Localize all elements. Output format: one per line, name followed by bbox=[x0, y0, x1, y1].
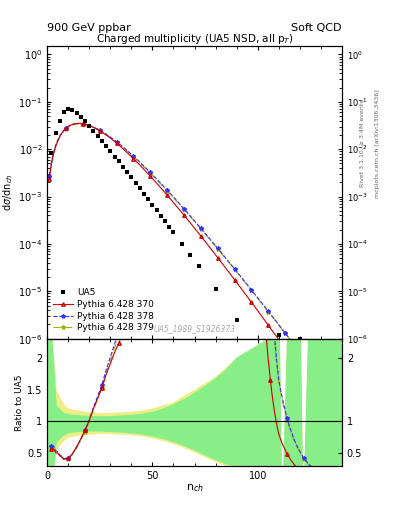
Legend: UA5, Pythia 6.428 370, Pythia 6.428 378, Pythia 6.428 379: UA5, Pythia 6.428 370, Pythia 6.428 378,… bbox=[50, 285, 158, 336]
UA5 bbox=[125, 169, 130, 175]
Line: Pythia 6.428 378: Pythia 6.428 378 bbox=[47, 121, 323, 381]
Pythia 6.428 370 bbox=[165, 192, 169, 198]
Text: Rivet 3.1.10, ≥ 3.4M events: Rivet 3.1.10, ≥ 3.4M events bbox=[360, 99, 365, 187]
Pythia 6.428 370 bbox=[76, 120, 81, 126]
UA5 bbox=[79, 114, 83, 120]
Pythia 6.428 370 bbox=[47, 176, 51, 182]
Pythia 6.428 379 bbox=[47, 174, 51, 180]
Pythia 6.428 379 bbox=[318, 377, 323, 383]
UA5 bbox=[129, 174, 134, 180]
Text: Soft QCD: Soft QCD bbox=[292, 23, 342, 33]
Pythia 6.428 379 bbox=[165, 188, 169, 194]
Title: Charged multiplicity (UA5 NSD, all p$_T$): Charged multiplicity (UA5 NSD, all p$_T$… bbox=[95, 32, 294, 46]
UA5 bbox=[66, 105, 71, 112]
Line: Pythia 6.428 379: Pythia 6.428 379 bbox=[47, 122, 323, 382]
Pythia 6.428 378 bbox=[165, 187, 169, 193]
Pythia 6.428 378 bbox=[318, 376, 323, 382]
UA5 bbox=[138, 185, 142, 191]
UA5 bbox=[234, 317, 239, 323]
Pythia 6.428 379 bbox=[249, 287, 254, 293]
UA5 bbox=[163, 218, 167, 224]
UA5 bbox=[87, 123, 92, 129]
UA5 bbox=[167, 224, 172, 230]
Pythia 6.428 370 bbox=[228, 271, 233, 277]
UA5 bbox=[146, 196, 151, 202]
Pythia 6.428 370 bbox=[318, 395, 323, 401]
Pythia 6.428 379 bbox=[123, 146, 127, 153]
Pythia 6.428 378 bbox=[123, 145, 127, 152]
Line: Pythia 6.428 370: Pythia 6.428 370 bbox=[48, 122, 323, 400]
Pythia 6.428 370 bbox=[249, 299, 254, 305]
UA5 bbox=[154, 207, 159, 214]
Text: mcplots.cern.ch [arXiv:1306.3436]: mcplots.cern.ch [arXiv:1306.3436] bbox=[375, 89, 380, 198]
UA5 bbox=[70, 106, 75, 113]
Pythia 6.428 378 bbox=[47, 173, 51, 179]
UA5 bbox=[112, 154, 117, 160]
UA5 bbox=[57, 118, 62, 124]
UA5 bbox=[255, 340, 260, 346]
Pythia 6.428 378 bbox=[262, 303, 266, 309]
UA5 bbox=[276, 332, 281, 338]
UA5 bbox=[116, 158, 121, 164]
UA5 bbox=[108, 148, 113, 155]
X-axis label: n$_{ch}$: n$_{ch}$ bbox=[185, 482, 204, 494]
Pythia 6.428 370 bbox=[190, 223, 195, 229]
UA5 bbox=[298, 336, 302, 342]
Pythia 6.428 379 bbox=[76, 121, 81, 127]
UA5 bbox=[158, 213, 163, 219]
UA5 bbox=[104, 143, 108, 150]
UA5 bbox=[180, 241, 184, 247]
Pythia 6.428 378 bbox=[190, 216, 195, 222]
UA5 bbox=[171, 229, 176, 236]
UA5 bbox=[141, 190, 146, 197]
UA5 bbox=[53, 130, 58, 136]
Pythia 6.428 378 bbox=[228, 261, 233, 267]
UA5 bbox=[196, 263, 201, 269]
Pythia 6.428 378 bbox=[249, 287, 254, 293]
Pythia 6.428 370 bbox=[123, 147, 127, 154]
Pythia 6.428 378 bbox=[76, 120, 81, 126]
UA5 bbox=[150, 202, 155, 208]
UA5 bbox=[121, 163, 125, 169]
Line: UA5: UA5 bbox=[49, 106, 323, 346]
UA5 bbox=[188, 252, 193, 258]
UA5 bbox=[83, 118, 87, 124]
Text: 900 GeV ppbar: 900 GeV ppbar bbox=[47, 23, 131, 33]
UA5 bbox=[99, 138, 104, 144]
Pythia 6.428 379 bbox=[228, 261, 233, 267]
Pythia 6.428 370 bbox=[262, 316, 266, 323]
UA5 bbox=[49, 150, 54, 156]
UA5 bbox=[318, 340, 323, 346]
UA5 bbox=[133, 180, 138, 186]
UA5 bbox=[213, 286, 218, 292]
Y-axis label: d$\sigma$/dn$_{ch}$: d$\sigma$/dn$_{ch}$ bbox=[2, 174, 15, 211]
Y-axis label: Ratio to UA5: Ratio to UA5 bbox=[15, 374, 24, 431]
Text: UA5_1989_S1926373: UA5_1989_S1926373 bbox=[154, 324, 235, 333]
UA5 bbox=[74, 110, 79, 116]
UA5 bbox=[95, 133, 100, 139]
UA5 bbox=[62, 109, 66, 115]
Pythia 6.428 379 bbox=[262, 303, 266, 309]
UA5 bbox=[91, 128, 96, 134]
Pythia 6.428 379 bbox=[190, 216, 195, 222]
